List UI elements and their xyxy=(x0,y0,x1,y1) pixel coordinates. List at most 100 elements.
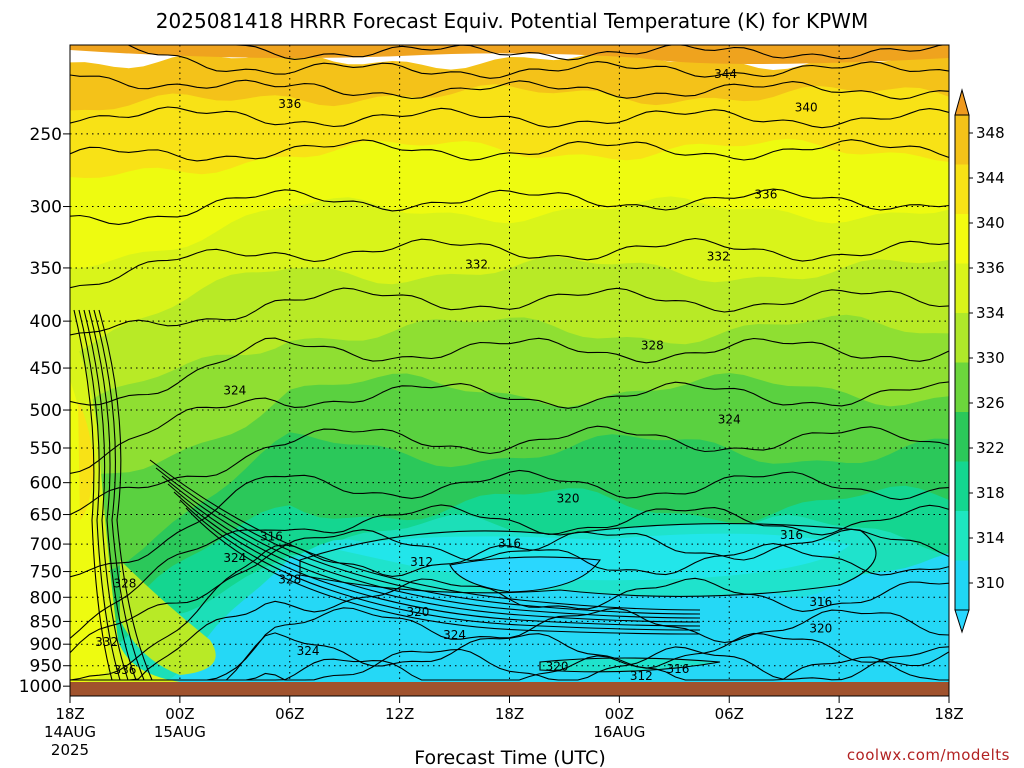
isoline xyxy=(161,475,701,619)
y-tick-label: 350 xyxy=(30,259,62,279)
contour-label: 324 xyxy=(223,383,246,397)
contour-label: 324 xyxy=(718,412,741,426)
colorbar-arrow-bottom xyxy=(954,609,970,634)
contour-label: 324 xyxy=(443,628,466,642)
isoline xyxy=(70,381,949,474)
colorbar-segment xyxy=(955,461,969,511)
isoline xyxy=(88,309,137,681)
colorbar-label: 330 xyxy=(976,349,1005,367)
x-tick-date: 16AUG xyxy=(593,723,645,741)
colorbar-label: 336 xyxy=(976,259,1005,277)
isoline xyxy=(70,74,949,100)
colorbar-label: 340 xyxy=(976,214,1005,232)
colorbar-frame xyxy=(954,114,970,611)
colorbar-segment xyxy=(955,560,969,610)
y-tick-label: 950 xyxy=(30,657,62,677)
y-tick-label: 500 xyxy=(30,401,62,421)
contour-label: 336 xyxy=(278,97,301,111)
isoline xyxy=(70,139,949,162)
isoline xyxy=(83,309,129,681)
isoline xyxy=(98,309,153,681)
colorbar-label: 326 xyxy=(976,394,1005,412)
y-tick-label: 850 xyxy=(30,612,62,632)
warm-plume xyxy=(78,400,94,520)
contour-label: 344 xyxy=(714,67,737,81)
x-tick-year: 2025 xyxy=(51,741,89,759)
chart-title: 2025081418 HRRR Forecast Equiv. Potentia… xyxy=(156,9,868,33)
contour-label: 320 xyxy=(546,660,569,674)
colorbar-label: 334 xyxy=(976,304,1005,322)
x-tick-label: 06Z xyxy=(275,705,304,723)
isoline xyxy=(179,499,701,631)
isoline xyxy=(73,309,113,681)
contour-label: 324 xyxy=(223,551,246,565)
x-tick-date: 15AUG xyxy=(154,723,206,741)
contour-label: 340 xyxy=(795,101,818,115)
y-tick-label: 1000 xyxy=(19,677,62,697)
x-axis-label: Forecast Time (UTC) xyxy=(414,747,605,768)
colorbar-segment xyxy=(955,115,969,165)
x-tick-label: 18Z xyxy=(934,705,963,723)
colorbar: 348 344 340 336 334 330 326 322 318 314 310 xyxy=(954,88,1005,634)
isoline xyxy=(185,507,701,635)
ground-layer xyxy=(70,682,949,696)
colorbar-segment xyxy=(955,214,969,264)
x-tick-label: 06Z xyxy=(715,705,744,723)
contour-label: 328 xyxy=(641,338,664,352)
colorbar-label: 348 xyxy=(976,124,1005,142)
isoline xyxy=(70,425,949,516)
colorbar-label: 310 xyxy=(976,574,1005,592)
contour-label: 320 xyxy=(557,491,580,505)
plot-area: 344 336 340 336 332 332 328 324 324 320 316 316 316 3… xyxy=(70,45,949,696)
y-tick-label: 450 xyxy=(30,359,62,379)
contour-label: 316 xyxy=(498,537,521,551)
y-tick-label: 700 xyxy=(30,535,62,555)
isoline xyxy=(167,483,701,623)
y-tick-label: 800 xyxy=(30,588,62,608)
contour-label: 320 xyxy=(809,621,832,635)
isoline xyxy=(70,655,949,681)
colorbar-segment xyxy=(955,164,969,214)
contour-label: 320 xyxy=(406,605,429,619)
colorbar-arrow-top xyxy=(954,88,970,116)
color-band xyxy=(70,45,949,64)
y-tick-label: 750 xyxy=(30,563,62,583)
contour-label: 316 xyxy=(809,595,832,609)
contour-label: 332 xyxy=(95,635,118,649)
colorbar-segment xyxy=(955,313,969,363)
colorbar-segment xyxy=(955,263,969,313)
x-tick-label: 00Z xyxy=(605,705,634,723)
isoline xyxy=(78,309,121,681)
cold-core xyxy=(450,556,600,592)
contour-label: 312 xyxy=(410,555,433,569)
contour-label: 332 xyxy=(465,258,488,272)
isoline xyxy=(126,45,949,79)
x-tick-label: 18Z xyxy=(55,705,84,723)
contour-label: 324 xyxy=(297,644,320,658)
field-features xyxy=(70,330,876,684)
x-tick-label: 12Z xyxy=(385,705,414,723)
isoline xyxy=(449,556,601,593)
contour-label: 336 xyxy=(113,663,136,677)
contour-lines xyxy=(70,45,949,681)
y-tick-label: 900 xyxy=(30,635,62,655)
warm-plume xyxy=(70,330,200,684)
contour-label: 332 xyxy=(707,249,730,263)
isoline xyxy=(155,467,701,615)
colorbar-label: 322 xyxy=(976,439,1005,457)
grid-lines xyxy=(70,45,949,696)
isoline xyxy=(173,491,701,627)
contour-label: 312 xyxy=(630,669,653,683)
colorbar-segment xyxy=(955,511,969,561)
x-tick-label: 00Z xyxy=(165,705,194,723)
colorbar-label: 318 xyxy=(976,484,1005,502)
isoline xyxy=(233,45,947,61)
warm-plume xyxy=(120,560,216,675)
contour-label: 328 xyxy=(113,577,136,591)
y-tick-label: 650 xyxy=(30,506,62,526)
colorbar-segment xyxy=(955,362,969,412)
isoline xyxy=(299,523,877,597)
isoline xyxy=(70,106,949,129)
